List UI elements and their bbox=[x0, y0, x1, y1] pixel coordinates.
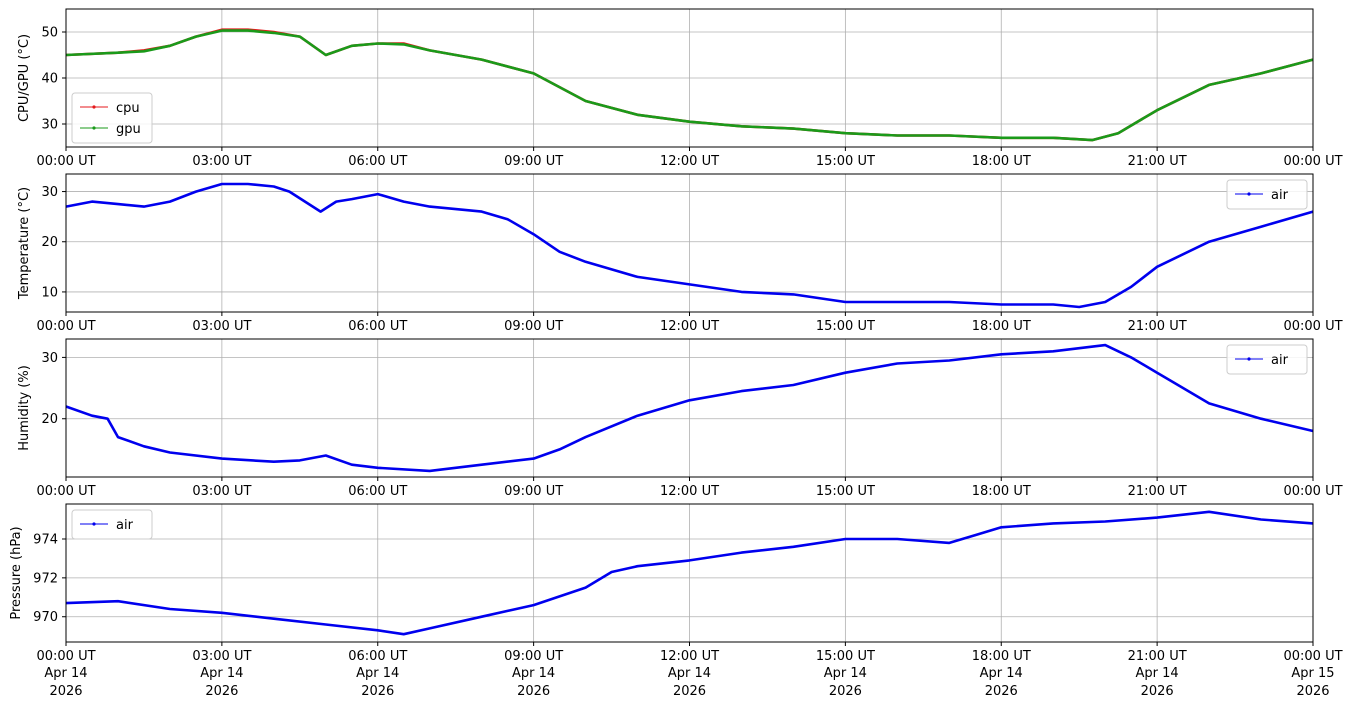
y-tick-label: 970 bbox=[33, 610, 58, 625]
legend-box bbox=[71, 509, 153, 540]
legend-marker bbox=[1247, 192, 1251, 196]
series-line-air bbox=[65, 182, 1314, 309]
chart-panel-3: 00:00 UT 03:00 UT 06:00 UT 09:00 UT 12:00 UT… bbox=[17, 338, 1343, 499]
x-tick-label: 00:00 UT bbox=[36, 484, 95, 499]
legend-marker bbox=[92, 105, 96, 109]
y-tick-label: 30 bbox=[41, 185, 58, 200]
x-tick-label: 09:00 UT bbox=[504, 319, 563, 334]
grid bbox=[65, 504, 1314, 642]
chart-panel-1: 00:00 UT 03:00 UT 06:00 UT 09:00 UT 12:00 UT… bbox=[17, 8, 1343, 169]
legend: air bbox=[1226, 344, 1308, 375]
x-tick-year: 2026 bbox=[1141, 684, 1174, 699]
x-tick-label: 18:00 UT bbox=[972, 319, 1031, 334]
x-tick-label: 09:00 UT bbox=[504, 154, 563, 169]
x-tick-year: 2026 bbox=[829, 684, 862, 699]
x-tick-label: 12:00 UT bbox=[660, 484, 719, 499]
y-tick-label: 40 bbox=[41, 72, 58, 87]
legend-label: cpu bbox=[116, 101, 140, 116]
x-tick-label: 00:00 UT bbox=[36, 649, 95, 664]
x-tick-date: Apr 14 bbox=[512, 666, 555, 681]
y-tick-label: 974 bbox=[33, 532, 58, 547]
x-tick-label: 15:00 UT bbox=[816, 154, 875, 169]
x-tick-date: Apr 14 bbox=[980, 666, 1023, 681]
y-tick-label: 10 bbox=[41, 285, 58, 300]
x-tick-year: 2026 bbox=[1296, 684, 1329, 699]
grid bbox=[65, 339, 1314, 477]
series-line-air bbox=[65, 343, 1314, 473]
x-tick-label: 15:00 UT bbox=[816, 484, 875, 499]
x-tick-year: 2026 bbox=[205, 684, 238, 699]
x-tick-label: 18:00 UT bbox=[972, 649, 1031, 664]
chart-panel-4: 00:00 UT Apr 14 2026 03:00 UT Apr 14 2026 06:0… bbox=[9, 503, 1343, 699]
y-tick-label: 972 bbox=[33, 571, 58, 586]
y-axis-label: CPU/GPU (°C) bbox=[17, 34, 32, 122]
x-tick-label: 21:00 UT bbox=[1128, 319, 1187, 334]
y-tick-label: 20 bbox=[41, 235, 58, 250]
x-tick-label: 21:00 UT bbox=[1128, 484, 1187, 499]
legend-box bbox=[1226, 344, 1308, 375]
x-tick-label: 12:00 UT bbox=[660, 319, 719, 334]
x-tick-label: 06:00 UT bbox=[348, 649, 407, 664]
x-tick-label: 12:00 UT bbox=[660, 649, 719, 664]
x-tick-label: 00:00 UT bbox=[36, 319, 95, 334]
x-tick-label: 03:00 UT bbox=[192, 319, 251, 334]
x-tick-label: 00:00 UT bbox=[1283, 154, 1342, 169]
x-tick-date: Apr 14 bbox=[44, 666, 87, 681]
y-axis-label: Pressure (hPa) bbox=[9, 526, 24, 619]
legend-marker bbox=[92, 522, 96, 526]
x-tick-label: 00:00 UT bbox=[1283, 649, 1342, 664]
series-line-air bbox=[65, 510, 1314, 636]
y-axis-label: Humidity (%) bbox=[17, 365, 32, 451]
legend-label: air bbox=[1271, 353, 1289, 368]
y-tick-label: 20 bbox=[41, 412, 58, 427]
legend-marker bbox=[92, 126, 96, 130]
x-tick-label: 06:00 UT bbox=[348, 154, 407, 169]
x-tick-year: 2026 bbox=[985, 684, 1018, 699]
x-tick-year: 2026 bbox=[49, 684, 82, 699]
x-tick-label: 18:00 UT bbox=[972, 154, 1031, 169]
x-tick-date: Apr 14 bbox=[200, 666, 243, 681]
legend-label: gpu bbox=[116, 122, 141, 137]
series-line-gpu bbox=[65, 29, 1314, 142]
x-tick-year: 2026 bbox=[673, 684, 706, 699]
legend-label: air bbox=[116, 518, 134, 533]
x-tick-label: 09:00 UT bbox=[504, 649, 563, 664]
legend-box bbox=[1226, 179, 1308, 210]
x-tick-label: 06:00 UT bbox=[348, 484, 407, 499]
legend: air bbox=[71, 509, 153, 540]
x-tick-label: 03:00 UT bbox=[192, 154, 251, 169]
x-tick-label: 00:00 UT bbox=[1283, 319, 1342, 334]
x-tick-date: Apr 15 bbox=[1291, 666, 1334, 681]
legend-marker bbox=[1247, 357, 1251, 361]
x-tick-label: 09:00 UT bbox=[504, 484, 563, 499]
y-tick-label: 50 bbox=[41, 26, 58, 41]
x-tick-label: 03:00 UT bbox=[192, 484, 251, 499]
x-tick-label: 21:00 UT bbox=[1128, 649, 1187, 664]
x-tick-label: 15:00 UT bbox=[816, 319, 875, 334]
x-tick-label: 21:00 UT bbox=[1128, 154, 1187, 169]
x-tick-label: 06:00 UT bbox=[348, 319, 407, 334]
y-axis-label: Temperature (°C) bbox=[17, 187, 32, 300]
x-tick-label: 03:00 UT bbox=[192, 649, 251, 664]
legend-label: air bbox=[1271, 188, 1289, 203]
chart-panel-2: 00:00 UT 03:00 UT 06:00 UT 09:00 UT 12:00 UT… bbox=[17, 173, 1343, 334]
x-tick-date: Apr 14 bbox=[668, 666, 711, 681]
legend: air bbox=[1226, 179, 1308, 210]
x-tick-label: 18:00 UT bbox=[972, 484, 1031, 499]
y-tick-label: 30 bbox=[41, 118, 58, 133]
x-tick-year: 2026 bbox=[361, 684, 394, 699]
x-tick-label: 00:00 UT bbox=[36, 154, 95, 169]
legend-box bbox=[71, 92, 153, 144]
y-tick-label: 30 bbox=[41, 351, 58, 366]
x-tick-date: Apr 14 bbox=[824, 666, 867, 681]
x-tick-label: 12:00 UT bbox=[660, 154, 719, 169]
x-tick-year: 2026 bbox=[517, 684, 550, 699]
x-tick-date: Apr 14 bbox=[356, 666, 399, 681]
x-tick-label: 15:00 UT bbox=[816, 649, 875, 664]
x-tick-label: 00:00 UT bbox=[1283, 484, 1342, 499]
legend: cpu gpu bbox=[71, 92, 153, 144]
x-tick-date: Apr 14 bbox=[1136, 666, 1179, 681]
